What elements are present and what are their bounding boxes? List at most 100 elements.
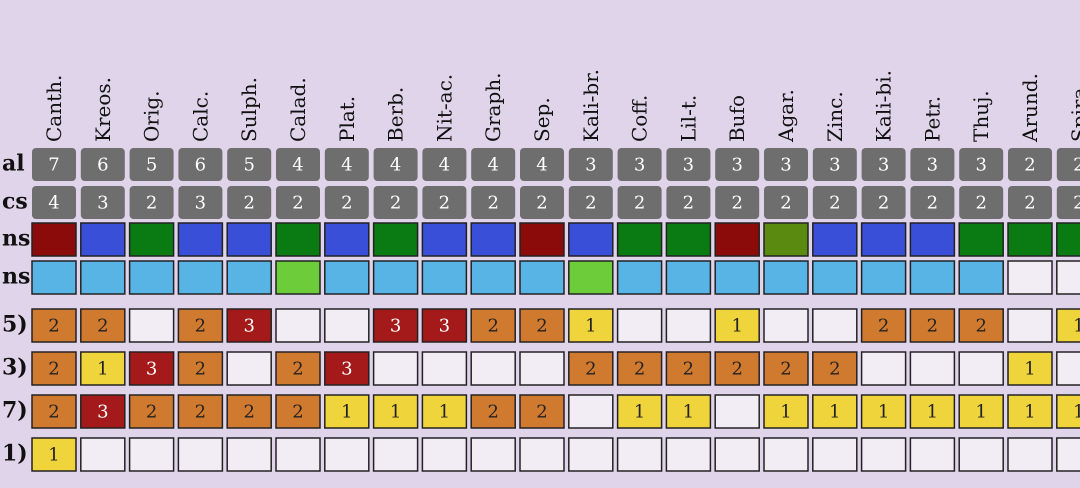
remedy-header[interactable]: Plat.: [335, 96, 359, 142]
remedy-header[interactable]: Sep.: [530, 97, 554, 142]
grade-cell[interactable]: [1056, 351, 1080, 386]
grade-cell[interactable]: [860, 351, 907, 386]
grade-cell[interactable]: [519, 308, 565, 343]
grade-cell[interactable]: [763, 437, 809, 472]
grade-cell[interactable]: [1056, 437, 1080, 472]
grade-cell[interactable]: [177, 437, 224, 472]
grade-cell[interactable]: [860, 394, 907, 429]
grade-cell[interactable]: [226, 308, 272, 343]
remedy-header[interactable]: Zinc.: [823, 91, 847, 142]
remedy-header[interactable]: Thuj.: [969, 90, 993, 142]
remedy-header[interactable]: Arund.: [1018, 73, 1042, 143]
grade-cell[interactable]: [665, 394, 712, 429]
remedy-header[interactable]: Bufo: [725, 95, 749, 142]
grade-cell[interactable]: [372, 351, 419, 386]
grade-cell[interactable]: [421, 394, 468, 429]
remedy-header[interactable]: Kali-bi.: [872, 70, 896, 142]
grade-cell[interactable]: [568, 351, 614, 386]
grade-cell[interactable]: [177, 394, 224, 429]
grade-cell[interactable]: [812, 394, 858, 429]
grade-cell[interactable]: [31, 351, 77, 386]
grade-cell[interactable]: [324, 394, 370, 429]
grade-cell[interactable]: [568, 437, 614, 472]
grade-cell[interactable]: [958, 437, 1004, 472]
grade-cell[interactable]: [519, 394, 565, 429]
grade-cell[interactable]: [616, 308, 663, 343]
grade-cell[interactable]: [1056, 308, 1080, 343]
grade-cell[interactable]: [372, 394, 419, 429]
grade-cell[interactable]: [616, 437, 663, 472]
grade-cell[interactable]: [763, 351, 809, 386]
grade-cell[interactable]: [665, 308, 712, 343]
grade-cell[interactable]: [80, 394, 126, 429]
remedy-header[interactable]: Agar.: [774, 89, 798, 143]
grade-cell[interactable]: [812, 308, 858, 343]
grade-cell[interactable]: [324, 308, 370, 343]
grade-cell[interactable]: [324, 351, 370, 386]
grade-cell[interactable]: [470, 308, 516, 343]
grade-cell[interactable]: [909, 351, 956, 386]
remedy-header[interactable]: Calad.: [286, 77, 310, 142]
remedy-header[interactable]: Sulph.: [237, 77, 261, 142]
grade-cell[interactable]: [421, 351, 468, 386]
remedy-header[interactable]: Canth.: [42, 75, 66, 142]
grade-cell[interactable]: [714, 308, 760, 343]
grade-cell[interactable]: [714, 437, 760, 472]
grade-cell[interactable]: [812, 437, 858, 472]
grade-cell[interactable]: [665, 437, 712, 472]
grade-cell[interactable]: [958, 351, 1004, 386]
grade-cell[interactable]: [470, 394, 516, 429]
grade-cell[interactable]: [128, 437, 175, 472]
grade-cell[interactable]: [519, 351, 565, 386]
remedy-header[interactable]: Spira: [1067, 88, 1080, 142]
grade-cell[interactable]: [226, 394, 272, 429]
grade-cell[interactable]: [421, 308, 468, 343]
grade-cell[interactable]: [763, 308, 809, 343]
grade-cell[interactable]: [958, 394, 1004, 429]
grade-cell[interactable]: [812, 351, 858, 386]
grade-cell[interactable]: [568, 308, 614, 343]
grade-cell[interactable]: [470, 351, 516, 386]
grade-cell[interactable]: [1056, 394, 1080, 429]
grade-cell[interactable]: [1007, 437, 1053, 472]
grade-cell[interactable]: [909, 308, 956, 343]
grade-cell[interactable]: [275, 437, 321, 472]
grade-cell[interactable]: [665, 351, 712, 386]
grade-cell[interactable]: [31, 394, 77, 429]
grade-cell[interactable]: [860, 437, 907, 472]
grade-cell[interactable]: [31, 437, 77, 472]
grade-cell[interactable]: [909, 394, 956, 429]
grade-cell[interactable]: [226, 351, 272, 386]
remedy-header[interactable]: Petr.: [920, 96, 944, 142]
grade-cell[interactable]: [275, 351, 321, 386]
grade-cell[interactable]: [714, 394, 760, 429]
grade-cell[interactable]: [714, 351, 760, 386]
grade-cell[interactable]: [80, 351, 126, 386]
grade-cell[interactable]: [226, 437, 272, 472]
grade-cell[interactable]: [1007, 351, 1053, 386]
grade-cell[interactable]: [568, 394, 614, 429]
grade-cell[interactable]: [1007, 394, 1053, 429]
grade-cell[interactable]: [128, 308, 175, 343]
grade-cell[interactable]: [324, 437, 370, 472]
grade-cell[interactable]: [860, 308, 907, 343]
grade-cell[interactable]: [616, 351, 663, 386]
grade-cell[interactable]: [519, 437, 565, 472]
remedy-header[interactable]: Graph.: [481, 72, 505, 142]
grade-cell[interactable]: [421, 437, 468, 472]
remedy-header[interactable]: Calc.: [188, 91, 212, 142]
remedy-header[interactable]: Kali-br.: [579, 69, 603, 142]
grade-cell[interactable]: [616, 394, 663, 429]
grade-cell[interactable]: [275, 308, 321, 343]
grade-cell[interactable]: [909, 437, 956, 472]
grade-cell[interactable]: [80, 437, 126, 472]
grade-cell[interactable]: [958, 308, 1004, 343]
remedy-header[interactable]: Nit-ac.: [432, 74, 456, 142]
remedy-header[interactable]: Lil-t.: [676, 95, 700, 142]
grade-cell[interactable]: [470, 437, 516, 472]
grade-cell[interactable]: [763, 394, 809, 429]
grade-cell[interactable]: [80, 308, 126, 343]
remedy-header[interactable]: Orig.: [140, 90, 164, 142]
grade-cell[interactable]: [31, 308, 77, 343]
grade-cell[interactable]: [128, 394, 175, 429]
